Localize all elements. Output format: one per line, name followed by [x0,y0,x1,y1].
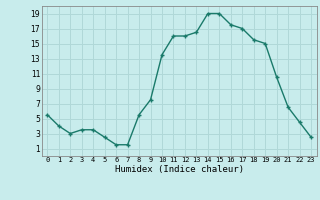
X-axis label: Humidex (Indice chaleur): Humidex (Indice chaleur) [115,165,244,174]
